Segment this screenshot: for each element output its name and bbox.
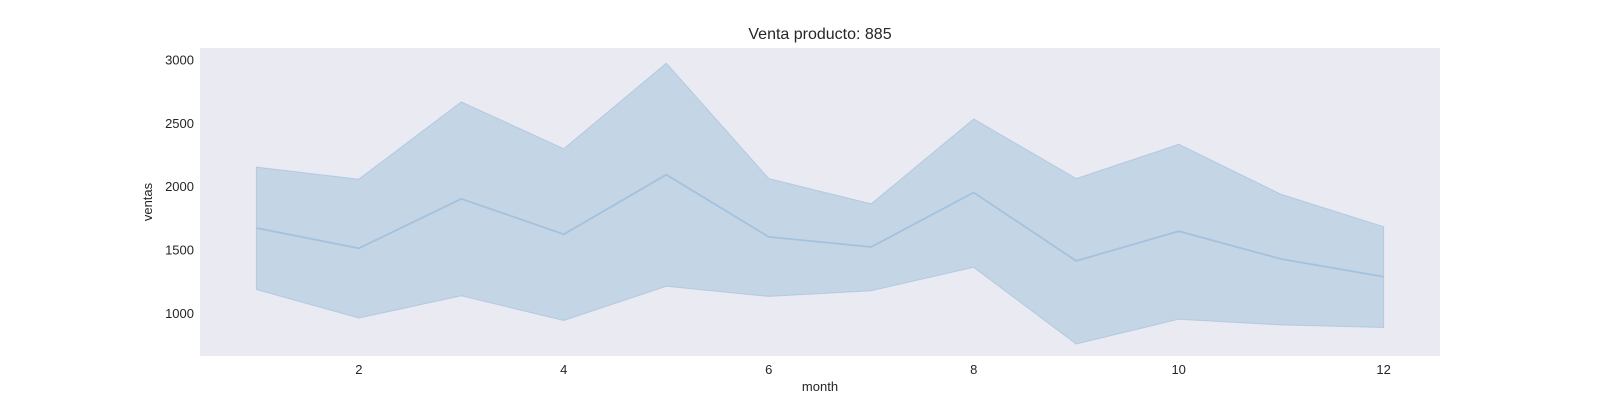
x-axis-label: month bbox=[802, 379, 838, 394]
confidence-band-layer bbox=[255, 62, 1385, 345]
x-tick-label: 8 bbox=[970, 362, 977, 377]
x-tick-label: 10 bbox=[1171, 362, 1185, 377]
y-tick-labels: 1000 1500 2000 2500 3000 bbox=[165, 52, 194, 320]
x-tick-label: 4 bbox=[560, 362, 567, 377]
x-tick-label: 2 bbox=[355, 362, 362, 377]
y-tick-label: 1500 bbox=[165, 243, 194, 258]
y-axis-label: ventas bbox=[140, 182, 155, 221]
chart-title: Venta producto: 885 bbox=[748, 26, 891, 43]
x-tick-label: 6 bbox=[765, 362, 772, 377]
y-tick-label: 1000 bbox=[165, 306, 194, 321]
y-tick-label: 2500 bbox=[165, 116, 194, 131]
y-tick-label: 2000 bbox=[165, 179, 194, 194]
y-tick-label: 3000 bbox=[165, 52, 194, 67]
x-tick-label: 12 bbox=[1376, 362, 1390, 377]
series-line bbox=[256, 173, 1384, 278]
x-tick-labels: 2 4 6 8 10 12 bbox=[355, 362, 1391, 377]
confidence-band bbox=[255, 62, 1385, 345]
series-line-layer bbox=[256, 173, 1384, 278]
